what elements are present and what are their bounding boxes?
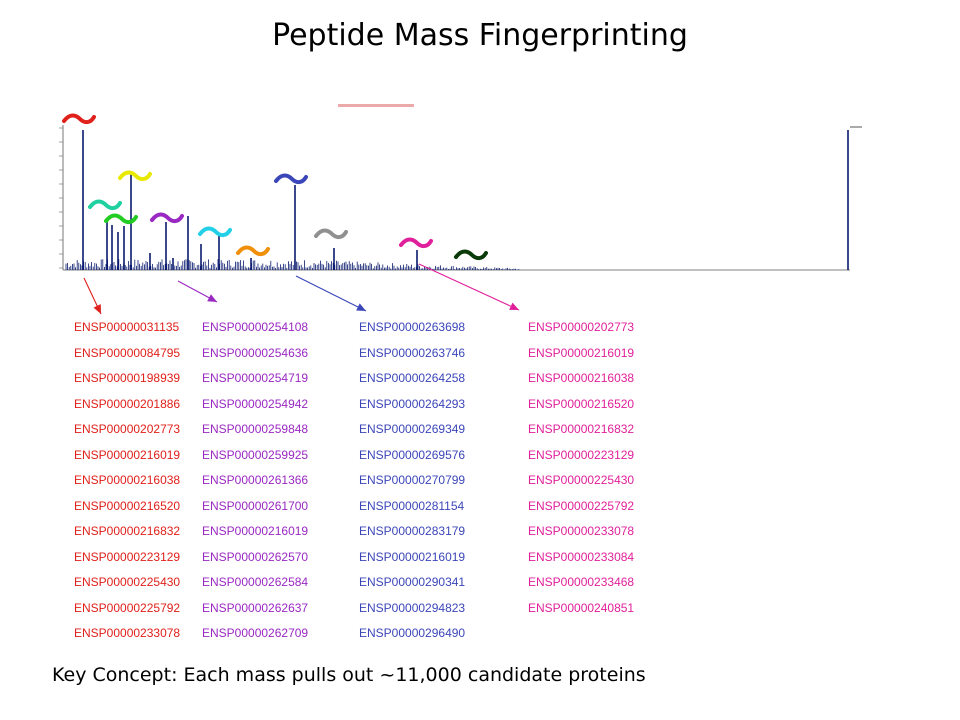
protein-id: ENSP00000216832 [74, 524, 181, 538]
protein-id: ENSP00000225430 [528, 473, 635, 487]
mass-spectrum-diagram [59, 104, 862, 315]
protein-id: ENSP00000202773 [74, 422, 181, 436]
spectrum-y-ticks [59, 127, 63, 269]
protein-id: ENSP00000216019 [528, 345, 635, 360]
spectrum-peaks [82, 130, 849, 270]
peak-marker-tilde [118, 170, 152, 182]
peak-marker-tilde [62, 113, 96, 125]
protein-id: ENSP00000216832 [528, 422, 635, 436]
protein-id: ENSP00000202773 [528, 320, 635, 334]
group-arrow-head [356, 303, 366, 311]
peak-marker-tilde [454, 249, 488, 261]
protein-id: ENSP00000264258 [359, 371, 466, 385]
protein-id: ENSP00000216038 [528, 371, 635, 385]
peak-marker-tilde [104, 213, 138, 225]
protein-id: ENSP00000281154 [359, 498, 465, 513]
protein-id: ENSP00000262637 [202, 600, 309, 615]
spectrum-header-tick [338, 104, 414, 107]
protein-id: ENSP00000216038 [74, 473, 181, 487]
protein-id: ENSP00000269576 [359, 447, 466, 462]
protein-id: ENSP00000223129 [74, 549, 181, 564]
group-arrows [83, 263, 520, 315]
group-arrow-head [509, 302, 519, 310]
protein-id: ENSP00000262570 [202, 549, 309, 564]
protein-id: ENSP00000259925 [202, 447, 309, 462]
protein-id: ENSP00000084795 [74, 345, 181, 360]
peak-marker-tilde [198, 226, 232, 238]
page-title: Peptide Mass Fingerprinting [272, 18, 688, 53]
peak-marker-tilde [274, 173, 308, 185]
protein-id: ENSP00000269349 [359, 422, 466, 436]
protein-id: ENSP00000233078 [528, 524, 635, 538]
protein-id: ENSP00000254719 [202, 371, 309, 385]
protein-id: ENSP00000240851 [528, 600, 635, 615]
group-arrow-head [207, 294, 217, 302]
protein-id: ENSP00000225430 [74, 575, 181, 589]
protein-id: ENSP00000216019 [359, 549, 466, 564]
protein-id: ENSP00000216019 [74, 447, 181, 462]
protein-id: ENSP00000290341 [359, 575, 466, 589]
protein-id: ENSP00000216520 [528, 396, 635, 411]
peak-marker-tilde [314, 228, 348, 240]
protein-id: ENSP00000216019 [202, 524, 309, 538]
protein-id: ENSP00000031135 [74, 320, 180, 334]
protein-id: ENSP00000254108 [202, 320, 309, 334]
protein-id: ENSP00000262584 [202, 575, 309, 589]
protein-id: ENSP00000198939 [74, 371, 181, 385]
key-concept-text: Key Concept: Each mass pulls out ~11,000… [52, 664, 646, 686]
protein-id: ENSP00000216520 [74, 498, 181, 513]
protein-id: ENSP00000259848 [202, 422, 309, 436]
group-arrow-head [93, 304, 101, 314]
group-arrow-line [295, 275, 367, 312]
protein-id: ENSP00000233078 [74, 626, 181, 640]
peak-marker-tilde [150, 212, 184, 224]
protein-id: ENSP00000233468 [528, 575, 635, 589]
protein-id: ENSP00000201886 [74, 396, 181, 411]
peak-marker-tilde [88, 199, 122, 211]
protein-id: ENSP00000263746 [359, 345, 466, 360]
spectrum-right-tick [850, 126, 862, 128]
protein-id: ENSP00000254942 [202, 396, 309, 411]
protein-id: ENSP00000262709 [202, 626, 309, 640]
protein-id: ENSP00000283179 [359, 524, 466, 538]
protein-id: ENSP00000261700 [202, 498, 309, 513]
peak-markers [62, 113, 488, 261]
spectrum-frame [62, 104, 862, 271]
protein-id: ENSP00000263698 [359, 320, 466, 334]
protein-id: ENSP00000225792 [528, 498, 635, 513]
spectrum-noise [65, 259, 520, 270]
protein-id: ENSP00000264293 [359, 396, 466, 411]
group-arrow-line [418, 263, 520, 311]
peak-marker-tilde [236, 245, 270, 257]
protein-id: ENSP00000233084 [528, 549, 635, 564]
protein-id: ENSP00000294823 [359, 600, 466, 615]
protein-id: ENSP00000270799 [359, 473, 466, 487]
protein-id: ENSP00000261366 [202, 473, 309, 487]
peak-marker-tilde [399, 237, 433, 249]
protein-id: ENSP00000254636 [202, 345, 309, 360]
protein-id: ENSP00000223129 [528, 447, 635, 462]
protein-id: ENSP00000296490 [359, 626, 466, 640]
protein-id: ENSP00000225792 [74, 600, 181, 615]
